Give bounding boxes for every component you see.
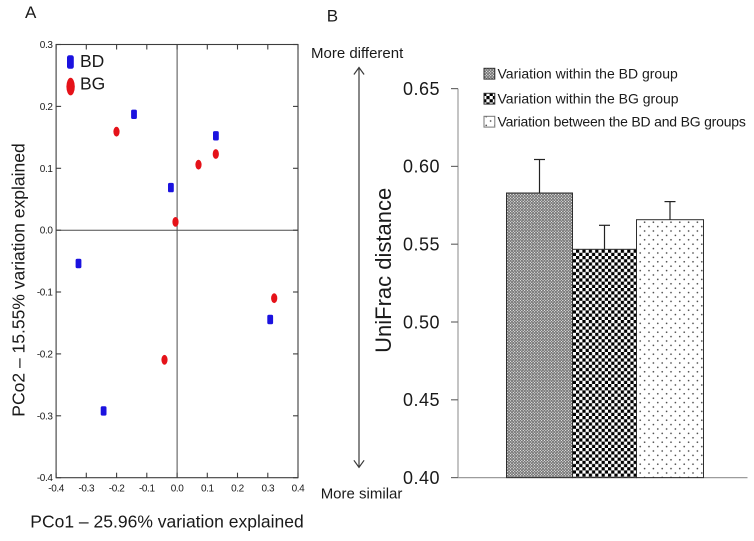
svg-text:0.2: 0.2 [231, 484, 245, 495]
svg-text:PCo2 – 15.55% variation explai: PCo2 – 15.55% variation explained [9, 143, 29, 416]
svg-text:0.60: 0.60 [403, 157, 440, 177]
svg-text:UniFrac distance: UniFrac distance [371, 188, 396, 353]
svg-text:-0.1: -0.1 [37, 288, 53, 299]
svg-text:Variation within the BG group: Variation within the BG group [498, 90, 679, 106]
svg-text:A: A [25, 3, 37, 22]
svg-text:BG: BG [80, 74, 105, 94]
svg-text:Variation between the BD and B: Variation between the BD and BG groups [498, 113, 746, 129]
svg-text:0.55: 0.55 [403, 235, 440, 255]
svg-text:-0.3: -0.3 [78, 484, 94, 495]
svg-text:More different: More different [311, 45, 404, 62]
svg-text:0.3: 0.3 [261, 484, 275, 495]
svg-text:0.0: 0.0 [40, 226, 54, 237]
svg-text:-0.4: -0.4 [37, 473, 53, 484]
svg-text:0.50: 0.50 [403, 312, 440, 332]
svg-text:B: B [327, 6, 338, 25]
svg-text:0.4: 0.4 [292, 484, 306, 495]
svg-text:0.40: 0.40 [403, 468, 440, 488]
svg-text:Variation within the BD group: Variation within the BD group [498, 65, 678, 81]
svg-text:0.3: 0.3 [40, 40, 54, 51]
svg-text:0.1: 0.1 [40, 164, 54, 175]
svg-text:PCo1 – 25.96% variation explai: PCo1 – 25.96% variation explained [30, 512, 303, 532]
svg-text:-0.2: -0.2 [109, 484, 125, 495]
svg-text:More similar: More similar [321, 486, 403, 503]
svg-text:0.2: 0.2 [40, 102, 54, 113]
svg-text:0.0: 0.0 [171, 484, 185, 495]
svg-text:0.1: 0.1 [201, 484, 215, 495]
svg-text:0.65: 0.65 [403, 79, 440, 99]
svg-text:-0.1: -0.1 [139, 484, 155, 495]
svg-text:0.45: 0.45 [403, 390, 440, 410]
svg-text:-0.2: -0.2 [37, 349, 53, 360]
svg-text:-0.4: -0.4 [48, 484, 64, 495]
svg-text:BD: BD [80, 51, 104, 71]
svg-text:-0.3: -0.3 [37, 411, 53, 422]
